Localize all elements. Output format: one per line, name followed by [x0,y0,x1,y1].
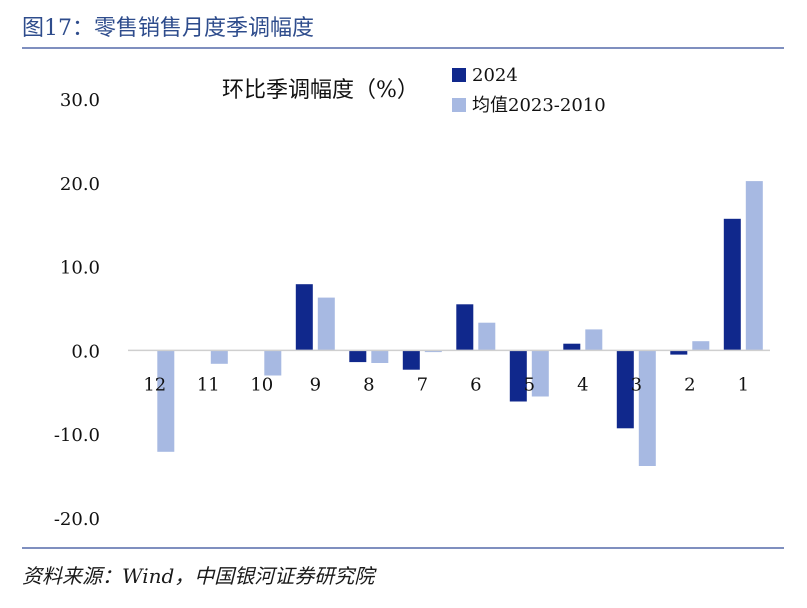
x-tick-label-5: 5 [524,374,535,395]
legend-label-avg: 均值2023-2010 [472,95,606,116]
bar-2024-8 [349,350,367,363]
legend-swatch-2024 [452,68,466,82]
bar-avg-3 [638,350,656,466]
bar-2024-7 [402,350,420,370]
y-tick-label: 30.0 [60,90,100,111]
bar-avg-8 [371,350,389,363]
y-tick-label: 10.0 [60,258,100,279]
chart-title: 环比季调幅度（%） [222,78,419,103]
figure-title: 图17：零售销售月度季调幅度 [22,16,314,41]
bar-2024-9 [295,284,313,351]
source-note: 资料来源：Wind，中国银河证券研究院 [22,564,375,588]
legend-swatch-avg [452,98,466,112]
legend-label-2024: 2024 [472,65,518,86]
bar-avg-12 [157,350,175,452]
bar-2024-5 [509,350,527,402]
y-tick-label: -20.0 [54,509,100,530]
bar-2024-1 [723,218,741,351]
legend: 2024 均值2023-2010 [452,65,606,116]
x-tick-label-3: 3 [631,374,642,395]
y-tick-label: 0.0 [71,341,100,362]
bar-2024-3 [616,350,634,429]
x-tick-label-6: 6 [470,374,481,395]
bar-avg-9 [317,297,335,351]
bar-avg-1 [745,181,763,351]
x-tick-label-10: 10 [250,374,273,395]
top-divider [22,47,784,49]
x-tick-label-12: 12 [143,374,166,395]
y-tick-label: 20.0 [60,174,100,195]
bottom-divider [22,547,784,549]
x-tick-label-9: 9 [310,374,321,395]
y-tick-label: -10.0 [54,425,100,446]
bar-avg-4 [585,329,603,351]
x-tick-label-4: 4 [577,374,588,395]
bar-avg-10 [264,350,282,376]
bar-avg-5 [531,350,549,397]
bar-2024-2 [670,350,688,355]
bar-avg-7 [424,350,442,353]
x-tick-label-1: 1 [738,374,749,395]
bar-2024-4 [563,343,581,351]
bar-avg-11 [210,350,228,364]
bar-2024-6 [456,304,474,351]
x-tick-label-7: 7 [417,374,428,395]
bar-avg-6 [478,322,496,351]
x-tick-label-11: 11 [197,374,220,395]
bar-avg-2 [692,341,710,351]
x-tick-label-2: 2 [684,374,695,395]
x-tick-label-8: 8 [363,374,374,395]
